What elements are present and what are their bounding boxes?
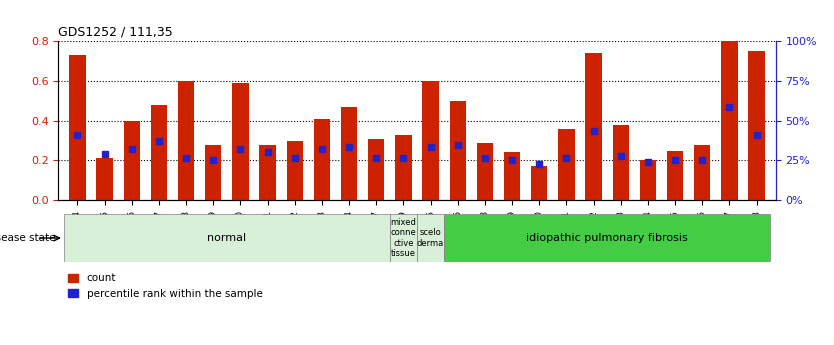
Bar: [232, 83, 249, 200]
Bar: [423, 81, 439, 200]
FancyBboxPatch shape: [417, 214, 445, 262]
Bar: [341, 107, 357, 200]
Bar: [123, 121, 140, 200]
Bar: [558, 129, 575, 200]
Bar: [640, 160, 656, 200]
Bar: [477, 142, 493, 200]
Bar: [748, 51, 765, 200]
Bar: [395, 135, 411, 200]
Bar: [287, 141, 303, 200]
Bar: [178, 81, 194, 200]
Bar: [97, 158, 113, 200]
Bar: [585, 53, 602, 200]
Bar: [667, 150, 683, 200]
Bar: [531, 166, 547, 200]
FancyBboxPatch shape: [445, 214, 770, 262]
Bar: [721, 41, 737, 200]
Text: disease state: disease state: [0, 233, 56, 243]
Text: mixed
conne
ctive
tissue: mixed conne ctive tissue: [390, 218, 416, 258]
Bar: [613, 125, 629, 200]
FancyBboxPatch shape: [389, 214, 417, 262]
Text: scelo
derma: scelo derma: [417, 228, 445, 248]
Text: GDS1252 / 111,35: GDS1252 / 111,35: [58, 26, 173, 39]
Bar: [259, 145, 276, 200]
Text: normal: normal: [208, 233, 246, 243]
Text: idiopathic pulmonary fibrosis: idiopathic pulmonary fibrosis: [526, 233, 688, 243]
Bar: [450, 101, 466, 200]
Bar: [368, 139, 384, 200]
Bar: [694, 145, 711, 200]
Bar: [314, 119, 330, 200]
Bar: [205, 145, 221, 200]
Bar: [151, 105, 167, 200]
Legend: count, percentile rank within the sample: count, percentile rank within the sample: [63, 269, 267, 303]
FancyBboxPatch shape: [64, 214, 389, 262]
Bar: [504, 152, 520, 200]
Bar: [69, 55, 86, 200]
